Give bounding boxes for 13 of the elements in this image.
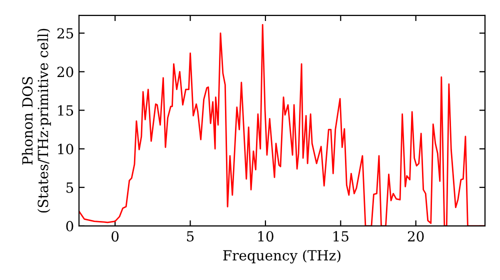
- x-tick-label: 15: [334, 231, 348, 242]
- y-tick-label: 10: [58, 144, 74, 154]
- y-tick-label: 25: [57, 28, 74, 39]
- x-axis-title: Frequency (THz): [223, 250, 340, 264]
- y-tick-label: 20: [57, 66, 74, 78]
- x-tick-label: 10: [258, 231, 274, 242]
- x-tick-label: 0: [112, 231, 119, 242]
- x-tick-label: 5: [187, 231, 194, 242]
- x-tick-label: 20: [408, 231, 424, 242]
- y-tick-label: 0: [66, 220, 74, 232]
- y-tick-label: 15: [58, 105, 74, 116]
- y-axis-title: Phonon DOS (States/THz·primitive cell): [22, 28, 51, 213]
- y-tick-label: 5: [66, 182, 74, 193]
